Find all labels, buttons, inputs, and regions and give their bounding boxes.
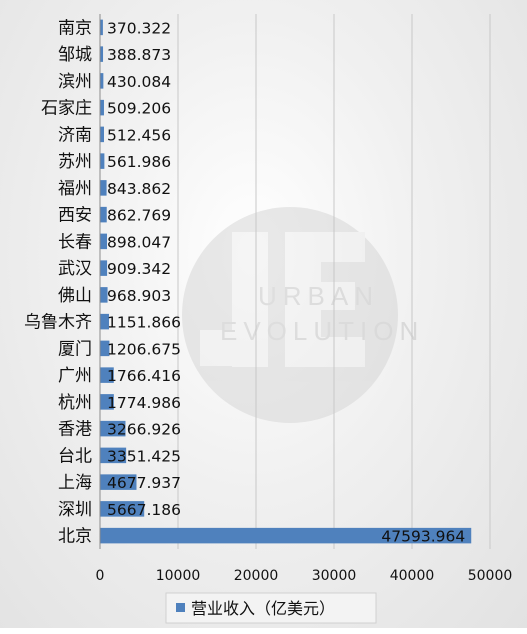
- data-label: 430.084: [107, 73, 171, 91]
- bar: [100, 367, 114, 383]
- value-labels: 370.322 388.873 430.084 509.206 512.456 561.9…: [107, 19, 465, 545]
- bar: [100, 287, 108, 303]
- data-label: 968.903: [107, 287, 171, 305]
- legend-label: 营业收入（亿美元）: [191, 599, 335, 618]
- x-tick-label: 10000: [156, 568, 201, 584]
- bar: [100, 180, 107, 196]
- bar: [100, 126, 104, 143]
- category-label: 乌鲁木齐: [24, 313, 92, 333]
- data-label: 370.322: [107, 19, 171, 37]
- bar: [100, 474, 137, 490]
- data-label: 3266.926: [107, 421, 181, 439]
- data-label: 1206.675: [107, 340, 181, 358]
- category-label: 台北: [58, 446, 92, 466]
- data-label: 509.206: [107, 100, 171, 118]
- x-axis-ticks: 0 10000 20000 30000 40000 50000: [96, 568, 513, 584]
- bar: [100, 73, 104, 89]
- data-label: 843.862: [107, 180, 171, 198]
- category-label: 邹城: [58, 45, 92, 65]
- category-labels: 南京邹城滨州石家庄济南苏州福州西安长春武汉佛山乌鲁木齐厦门广州杭州香港台北上海深…: [24, 18, 92, 546]
- x-tick-label: 20000: [234, 568, 279, 584]
- legend-swatch: [176, 603, 185, 612]
- category-label: 深圳: [58, 500, 92, 520]
- category-label: 福州: [58, 179, 92, 199]
- bar: [100, 313, 109, 330]
- data-label: 47593.964: [381, 528, 465, 546]
- category-label: 上海: [58, 473, 92, 493]
- category-label: 北京: [58, 527, 92, 547]
- category-label: 武汉: [58, 259, 92, 279]
- bar: [100, 233, 108, 250]
- bottom-strip: [0, 628, 527, 634]
- category-label: 厦门: [58, 339, 92, 359]
- bar: [100, 99, 104, 116]
- data-label: 3351.425: [107, 447, 181, 465]
- category-label: 苏州: [58, 152, 92, 172]
- category-label: 佛山: [58, 286, 92, 306]
- data-label: 862.769: [107, 207, 171, 225]
- data-label: 4677.937: [107, 474, 181, 492]
- data-label: 1774.986: [107, 394, 181, 412]
- data-label: 5667.186: [107, 501, 181, 519]
- data-label: 561.986: [107, 153, 171, 171]
- bar: [100, 260, 108, 276]
- data-label: 512.456: [107, 126, 171, 144]
- bar: [100, 527, 472, 544]
- x-tick-label: 50000: [468, 568, 513, 584]
- bar: [100, 447, 127, 464]
- bar: [100, 46, 104, 62]
- watermark-text-top: URBAN: [258, 281, 379, 311]
- category-label: 石家庄: [41, 99, 92, 119]
- bars: [100, 19, 472, 544]
- gridlines: [177, 14, 491, 549]
- category-label: 长春: [58, 232, 92, 252]
- data-label: 1151.866: [107, 314, 181, 332]
- legend-box: [165, 592, 377, 624]
- category-label: 滨州: [58, 72, 92, 92]
- category-label: 西安: [58, 206, 92, 226]
- bar: [100, 19, 103, 36]
- data-label: 898.047: [107, 233, 171, 251]
- data-label: 909.342: [107, 260, 171, 278]
- category-label: 济南: [58, 125, 92, 145]
- urban-evolution-watermark: URBAN EVOLUTION: [182, 207, 424, 423]
- bar: [100, 394, 114, 410]
- data-label: 388.873: [107, 46, 171, 64]
- x-tick-label: 0: [96, 568, 105, 584]
- bar: [100, 340, 110, 357]
- legend: 营业收入（亿美元）: [165, 592, 377, 624]
- category-label: 香港: [58, 420, 92, 440]
- data-label: 1766.416: [107, 367, 181, 385]
- bar: [100, 420, 126, 437]
- bar: [100, 153, 105, 169]
- bar: [100, 206, 107, 223]
- x-tick-label: 30000: [312, 568, 357, 584]
- watermark-text-bottom: EVOLUTION: [220, 316, 424, 346]
- bar: [100, 501, 145, 517]
- category-label: 广州: [58, 366, 92, 386]
- x-tick-label: 40000: [390, 568, 435, 584]
- category-label: 杭州: [58, 393, 92, 413]
- category-label: 南京: [58, 18, 92, 38]
